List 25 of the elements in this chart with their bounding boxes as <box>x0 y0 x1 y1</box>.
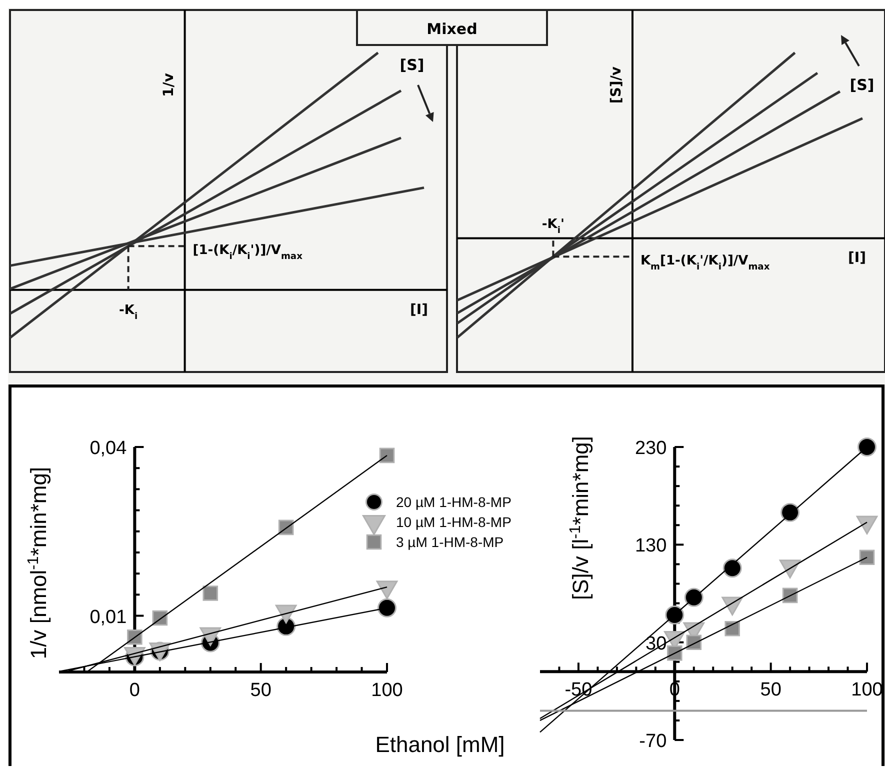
x-axis-title: [I] <box>410 302 428 318</box>
x-tick-label: 100 <box>371 680 403 701</box>
annotation: [1-(K$_{i}$/K$_{i}$')]/V$_{max}$ <box>192 243 303 262</box>
x-tick-label: 50 <box>760 680 782 701</box>
legend-label: 10 µM 1-HM-8-MP <box>396 514 512 530</box>
x-tick-label: 0 <box>129 680 140 701</box>
y-tick-label: 0,01 <box>90 606 127 628</box>
y-tick-label: 0,04 <box>90 438 128 459</box>
y-tick-label: 230 <box>634 438 667 459</box>
x-axis-title: [I] <box>848 250 866 266</box>
y-axis-title: 1/v <box>160 73 177 97</box>
legend-label: 3 µM 1-HM-8-MP <box>396 534 504 550</box>
x-axis-title: Ethanol [mM] <box>375 732 505 757</box>
chart-title: Mixed <box>426 20 478 38</box>
x-tick-label: 100 <box>851 680 883 701</box>
x-tick-label: 50 <box>250 680 272 701</box>
legend-label: 20 µM 1-HM-8-MP <box>396 494 512 510</box>
y-tick-label: -70 <box>639 731 667 752</box>
annotation: [S] <box>850 76 874 94</box>
annotation: -K$_{i}$' <box>542 217 565 236</box>
y-tick-label: 130 <box>634 536 667 557</box>
annotation: K$_{m}$[1-(K$_{i}$'/K$_{i}$)]/V$_{max}$ <box>640 254 770 273</box>
annotation: -K$_{i}$ <box>118 302 138 322</box>
y-axis-title: [S]/v <box>608 66 624 104</box>
annotation: [S] <box>400 56 424 74</box>
